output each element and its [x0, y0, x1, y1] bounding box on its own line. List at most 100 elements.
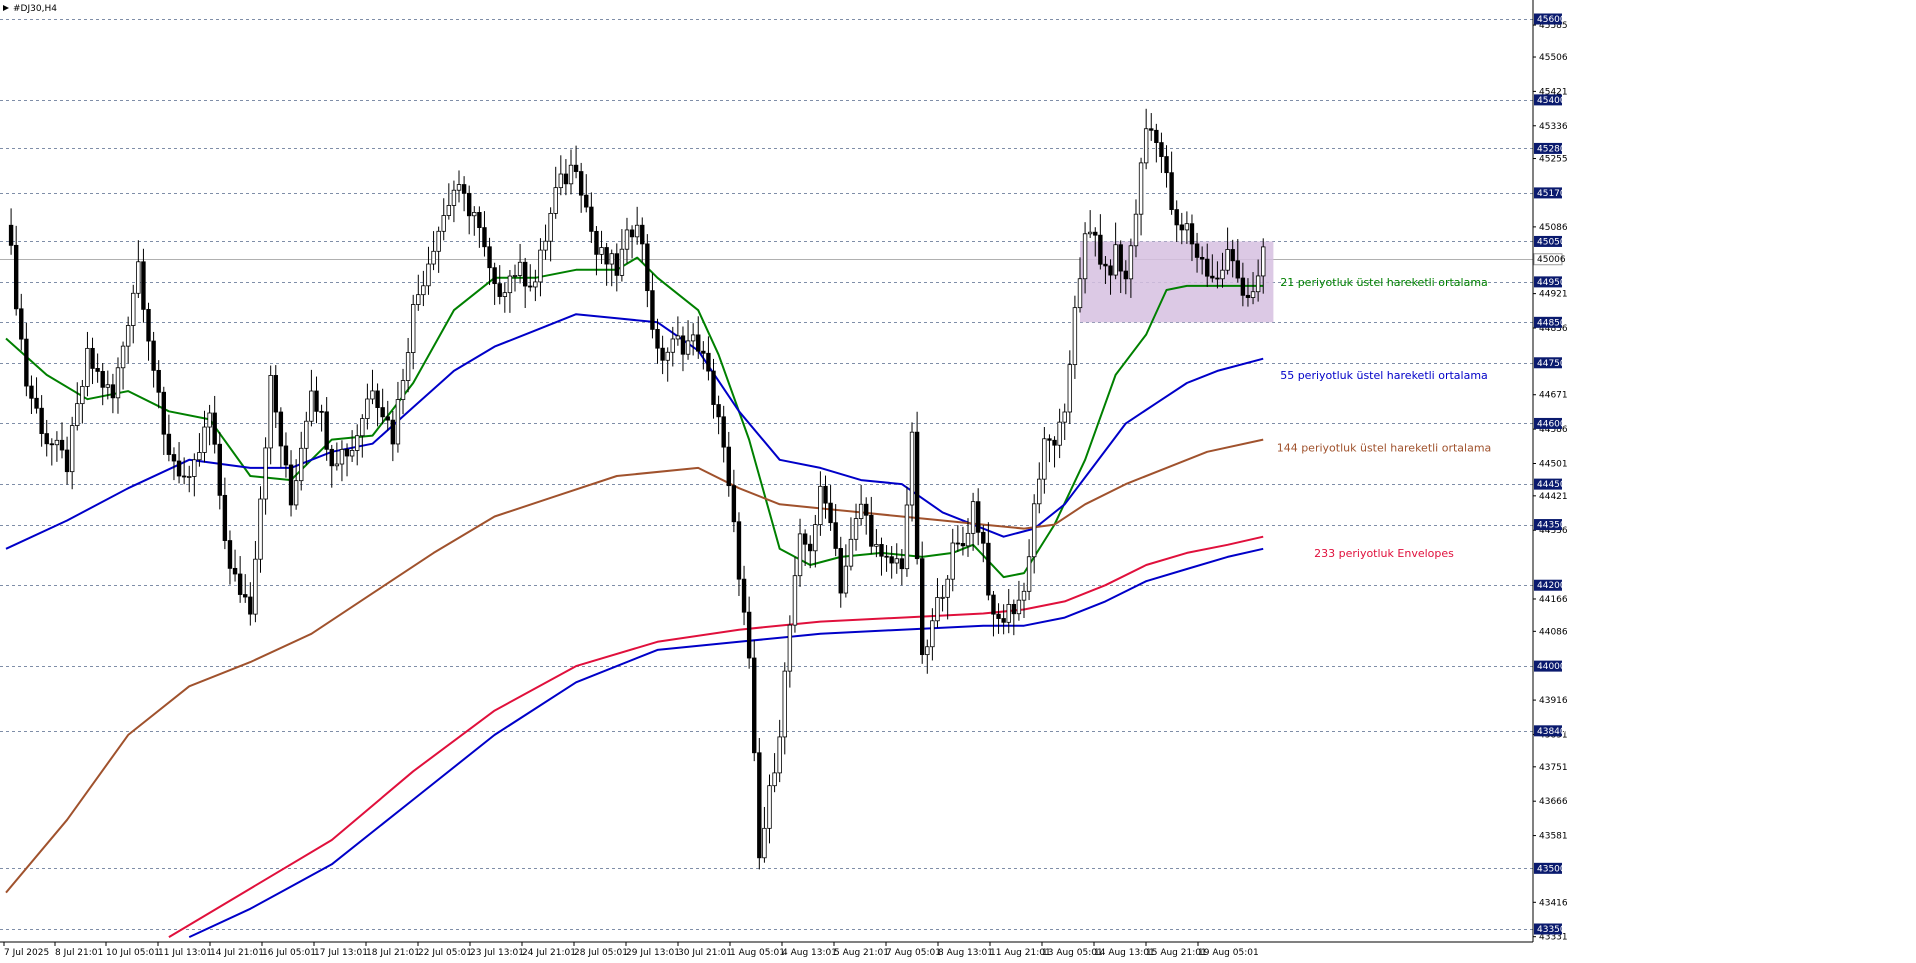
candle-bear [736, 521, 742, 580]
candle-bear [222, 494, 228, 541]
candle-bull [502, 292, 508, 297]
candle-bear [650, 290, 655, 330]
candle-bull [451, 189, 457, 206]
candle-bear [573, 164, 579, 172]
candle-bear [273, 375, 278, 413]
candle-bear [884, 555, 889, 558]
candle-bull [787, 624, 793, 672]
chart-title: #DJ30,H4 [13, 4, 57, 14]
candle-bear [731, 485, 737, 523]
candle-bear [726, 446, 731, 487]
price-marker-label: 45050 [1537, 237, 1566, 247]
candle-bear [696, 334, 701, 352]
time-label: 11 Aug 21:01 [990, 948, 1051, 958]
candle-bull [512, 275, 518, 277]
candle-bull [1072, 307, 1078, 366]
candle-bull [1128, 245, 1134, 280]
candle-bear [1001, 618, 1006, 623]
candle-bull [1220, 269, 1225, 280]
candle-bear [584, 194, 589, 208]
indicator-label: 55 periyotluk üstel hareketli ortalama [1280, 369, 1488, 382]
candle-bear [645, 243, 650, 292]
candle-bear [752, 657, 757, 754]
candle-bear [1093, 231, 1098, 236]
price-marker-label: 44350 [1537, 521, 1566, 531]
price-label: 45086 [1539, 223, 1568, 233]
time-label: 17 Jul 13:01 [314, 948, 368, 958]
candle-bear [1245, 294, 1251, 298]
candle-bear [1235, 260, 1240, 279]
candle-bull [777, 736, 782, 774]
candle-bear [1179, 224, 1184, 231]
candle-bull [410, 304, 416, 354]
candle-bull [1021, 590, 1027, 601]
candle-bear [1052, 439, 1057, 446]
candle-bear [151, 340, 156, 371]
indicator-label: 21 periyotluk üstel hareketli ortalama [1280, 276, 1488, 289]
candle-bull [930, 620, 935, 648]
candle-bear [59, 439, 65, 451]
candle-bull [400, 380, 406, 400]
price-label: 43666 [1539, 797, 1568, 807]
candle-bear [889, 556, 894, 564]
candle-bear [461, 184, 467, 194]
candle-bear [1164, 156, 1169, 174]
candle-bull [675, 335, 681, 340]
candle-bear [156, 369, 161, 393]
candle-bull [268, 375, 273, 449]
candle-bull [538, 249, 543, 283]
candle-bear [380, 407, 385, 418]
candle-bull [1026, 556, 1032, 592]
candle-bull [334, 463, 340, 467]
candle-bear [278, 411, 284, 447]
candle-bull [349, 450, 355, 457]
candle-bull [304, 420, 309, 449]
price-marker-box [1534, 142, 1562, 154]
candle-bear [899, 558, 905, 570]
candle-bear [802, 533, 808, 545]
price-marker-label: 44600 [1537, 419, 1566, 429]
price-label: 45506 [1539, 53, 1568, 63]
candle-bull [599, 247, 604, 255]
candle-bull [263, 447, 268, 500]
candle-bull [1031, 503, 1037, 558]
candle-bear [711, 370, 716, 405]
indicator-label: 233 periyotluk Envelopes [1314, 547, 1454, 560]
candle-bull [894, 558, 899, 564]
candle-bear [288, 464, 294, 506]
candle-bear [492, 267, 497, 285]
candle-bear [1215, 277, 1220, 280]
price-label: 44921 [1539, 290, 1568, 300]
candle-bull [965, 532, 971, 547]
candle-bear [166, 433, 172, 455]
candle-bear [589, 206, 594, 232]
price-label: 45585 [1539, 21, 1568, 31]
candle-bull [1062, 411, 1067, 423]
candles [8, 108, 1266, 870]
price-label: 45336 [1539, 122, 1568, 132]
chart-title-icon [3, 5, 9, 11]
price-marker-box [1533, 253, 1563, 266]
candle-bull [293, 480, 299, 506]
price-label: 45255 [1539, 155, 1568, 165]
candle-bear [528, 285, 533, 288]
candle-bull [624, 229, 630, 250]
candle-bear [655, 328, 660, 349]
time-label: 30 Jul 21:01 [678, 948, 732, 958]
candle-bear [838, 548, 843, 594]
price-marker-label: 44950 [1537, 278, 1566, 288]
indicator-line [5, 256, 1264, 579]
candle-bull [421, 285, 426, 296]
price-marker-label: 43500 [1537, 864, 1566, 874]
candle-bull [309, 390, 314, 422]
candle-bull [197, 452, 202, 461]
price-marker-label: 44850 [1537, 318, 1566, 328]
candle-bull [685, 340, 691, 355]
candle-bear [594, 230, 599, 255]
candle-bear [375, 390, 380, 408]
price-label: 44501 [1539, 459, 1568, 469]
grid-lines [0, 19, 1533, 930]
price-marker-box [1534, 276, 1562, 288]
